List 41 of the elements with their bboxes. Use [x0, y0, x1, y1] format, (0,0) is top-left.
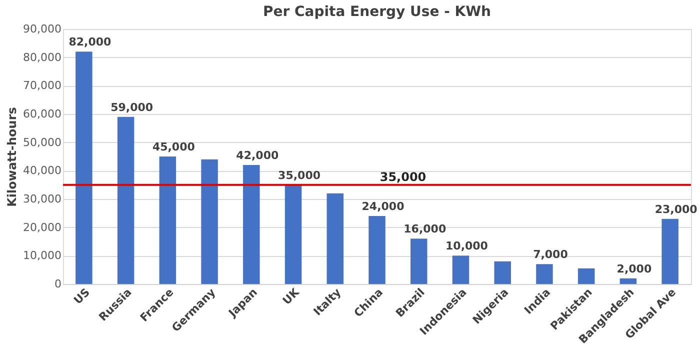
- y-tick-label: 90,000: [23, 22, 62, 36]
- data-label: 16,000: [404, 222, 446, 236]
- bar: [452, 256, 470, 284]
- data-label: 35,000: [278, 168, 321, 182]
- y-tick-label: 60,000: [23, 108, 62, 120]
- bar: [201, 159, 218, 284]
- bar: [117, 116, 134, 284]
- y-tick-label: 30,000: [23, 192, 62, 206]
- bar: [368, 216, 386, 284]
- y-tick-label: 10,000: [23, 249, 62, 262]
- data-label: 59,000: [110, 100, 154, 114]
- chart-title: Per Capita Energy Use - KWh: [262, 4, 492, 20]
- data-label: 42,000: [236, 149, 279, 162]
- y-tick-label: 40,000: [23, 164, 62, 178]
- data-label: 2,000: [616, 262, 652, 276]
- data-label: 45,000: [152, 140, 196, 154]
- y-tick-label: 50,000: [23, 136, 62, 149]
- y-axis-title: Kilowatt-hours: [5, 107, 20, 207]
- data-label: 23,000: [654, 202, 698, 216]
- bar: [76, 52, 92, 284]
- data-label: 10,000: [446, 240, 488, 253]
- bar: [494, 261, 511, 284]
- bar: [578, 268, 595, 284]
- bar: [620, 278, 637, 284]
- bar: [410, 238, 428, 284]
- data-label: 7,000: [533, 248, 568, 262]
- data-label: 82,000: [68, 36, 112, 49]
- y-tick-label: 20,000: [23, 220, 62, 234]
- y-tick-label: 70,000: [23, 79, 62, 92]
- y-tick-label: 80,000: [23, 50, 62, 64]
- bar: [159, 156, 176, 284]
- x-tick-label: UK: [280, 285, 302, 308]
- x-tick-label: US: [71, 286, 92, 307]
- bar: [536, 264, 553, 284]
- bar: [662, 218, 678, 284]
- ref-line-label: 35,000: [380, 170, 426, 184]
- data-label: 24,000: [362, 200, 405, 213]
- y-tick-label: 0: [54, 278, 62, 290]
- bar: [284, 184, 302, 284]
- bar: [326, 193, 344, 284]
- bar: [243, 165, 260, 284]
